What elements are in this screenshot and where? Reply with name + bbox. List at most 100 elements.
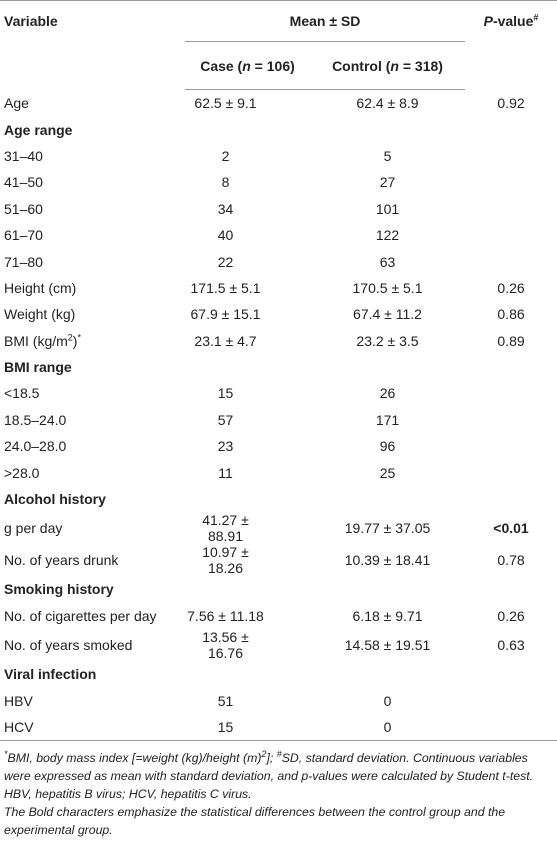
cell: 11 [218, 464, 233, 481]
cell: 51 [217, 692, 234, 709]
cell: 15 [185, 713, 310, 742]
empty-cell [465, 407, 557, 433]
section-title: BMI range [4, 359, 72, 376]
cell: 15 [217, 385, 234, 402]
data-row: <18.5 15 26 [0, 380, 557, 406]
data-row: HBV 51 0 [0, 687, 557, 713]
header-variable: Variable [0, 0, 185, 90]
cell: 5 [383, 147, 392, 164]
cell: 23.2 ± 3.5 [356, 332, 419, 349]
cell: <18.5 [4, 385, 40, 402]
footnote: The Bold characters emphasize the statis… [4, 803, 553, 839]
data-row: Age 62.5 ± 9.1 62.4 ± 8.9 0.92 [0, 90, 557, 117]
data-row: No. of years drunk 10.97 ± 18.26 10.39 ± 1… [0, 544, 557, 576]
cell: 51–60 [4, 200, 43, 217]
section-row: Smoking history [0, 576, 557, 602]
data-row: No. of years smoked 13.56 ± 16.76 14.58 ± … [0, 629, 557, 661]
text-segment: * [77, 332, 81, 343]
text-segment: n [390, 57, 399, 74]
cell: 0.92 [497, 94, 525, 111]
header-row: Variable Mean ± SD P-value# [0, 0, 557, 90]
cell: 0.89 [497, 332, 525, 349]
cell: 122 [375, 227, 400, 244]
cell: 13.56 ± 16.76 [202, 629, 249, 662]
empty-cell [465, 196, 557, 222]
cell: 96 [379, 438, 396, 455]
cell: 40 [217, 227, 234, 244]
cell: 25 [379, 464, 396, 481]
cell: 171.5 ± 5.1 [190, 279, 261, 296]
data-row: g per day 41.27 ± 88.91 19.77 ± 37.05 <0.01 [0, 512, 557, 544]
empty-cell [465, 687, 557, 713]
footnote: HBV, hepatitis B virus; HCV, hepatitis C… [4, 785, 553, 803]
cell: 63 [379, 253, 396, 270]
header-row: Case (n = 106) Control (n = 318) [0, 41, 557, 90]
data-row: No. of cigarettes per day 7.56 ± 11.18 6.1… [0, 603, 557, 629]
cell: 0 [383, 692, 392, 709]
section-title: Age range [4, 121, 73, 138]
text-segment: 2 [67, 332, 73, 343]
footnotes: *BMI, body mass index [=weight (kg)/heig… [0, 741, 557, 839]
empty-cell [465, 459, 557, 485]
cell: 2 [221, 147, 230, 164]
header-control: Control (n = 318) [310, 41, 466, 90]
text-segment: * [4, 749, 8, 760]
text-segment: BMI, body mass index [=weight (kg)/heigh… [7, 751, 262, 766]
text-segment: ) [72, 332, 78, 349]
text-segment: The Bold characters emphasize the statis… [4, 805, 506, 838]
cell: 10.39 ± 18.41 [344, 552, 431, 569]
header-mean-sd: Mean ± SD [185, 0, 466, 42]
data-row: 61–70 40 122 [0, 222, 557, 248]
cell: BMI (kg/m2)* [0, 328, 185, 354]
empty-cell [465, 143, 557, 169]
text-segment: P [483, 13, 493, 29]
cell: Weight (kg) [4, 306, 76, 323]
cell: 41–50 [4, 174, 43, 191]
cell: 0.78 [497, 552, 525, 569]
data-row: Weight (kg) 67.9 ± 15.1 67.4 ± 11.2 0.86 [0, 301, 557, 327]
cell: No. of cigarettes per day [4, 607, 157, 624]
cell: 23.1 ± 4.7 [194, 332, 257, 349]
text-segment: 2 [261, 749, 267, 760]
cell: 67.4 ± 11.2 [353, 306, 422, 323]
empty-cell [465, 713, 557, 742]
cell: 170.5 ± 5.1 [352, 279, 423, 296]
section-row: BMI range [0, 354, 557, 380]
cell: 10.97 ± 18.26 [202, 544, 249, 577]
section-row: Alcohol history [0, 486, 557, 512]
text-segment: # [533, 12, 539, 23]
table-body: Age 62.5 ± 9.1 62.4 ± 8.9 0.92 Age range 31–4… [0, 90, 557, 742]
text-segment: BMI (kg/m [4, 332, 68, 349]
cell: 14.58 ± 19.51 [344, 637, 431, 654]
cell: 31–40 [4, 147, 43, 164]
text-segment: Case ( [200, 57, 243, 74]
data-table: Variable Mean ± SD P-value# Case (n = 10… [0, 0, 557, 742]
cell: 62.5 ± 9.1 [194, 95, 257, 112]
cell: 34 [217, 200, 234, 217]
cell: 0.86 [497, 306, 525, 323]
text-segment: = 106) [250, 57, 295, 74]
cell: HCV [0, 713, 185, 742]
cell: 71–80 [4, 253, 43, 270]
section-title: Alcohol history [4, 491, 106, 508]
cell: 8 [221, 174, 230, 191]
cell: 61–70 [4, 227, 43, 244]
cell: 27 [379, 174, 396, 191]
header-case: Case (n = 106) [185, 41, 310, 90]
empty-cell [465, 248, 557, 274]
text-segment: SD, standard deviation. Continuous varia… [4, 751, 534, 784]
cell: 23 [217, 438, 234, 455]
section-row: Age range [0, 116, 557, 142]
empty-cell [465, 222, 557, 248]
cell: <0.01 [493, 520, 529, 537]
text-segment: -value [492, 13, 534, 29]
cell: 0 [310, 713, 466, 742]
text-segment: = 318) [398, 57, 443, 74]
section-row: Viral infection [0, 661, 557, 687]
cell: 0.26 [497, 279, 525, 296]
cell: No. of years drunk [4, 552, 119, 569]
cell: 101 [375, 200, 400, 217]
text-segment: Control ( [332, 57, 391, 74]
cell: 18.5–24.0 [4, 411, 67, 428]
